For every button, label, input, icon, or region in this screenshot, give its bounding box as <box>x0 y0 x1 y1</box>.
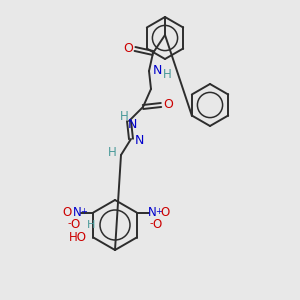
Text: N: N <box>152 64 162 77</box>
Text: -: - <box>150 218 153 229</box>
Text: N: N <box>134 134 144 148</box>
Text: +: + <box>155 207 162 216</box>
Text: H: H <box>108 146 116 160</box>
Text: H: H <box>163 68 171 80</box>
Text: H: H <box>120 110 128 122</box>
Text: +: + <box>80 207 87 216</box>
Text: O: O <box>63 206 72 219</box>
Text: N: N <box>127 118 137 130</box>
Text: O: O <box>160 206 169 219</box>
Text: -: - <box>68 218 71 229</box>
Text: HO: HO <box>69 231 87 244</box>
Text: O: O <box>71 218 80 231</box>
Text: O: O <box>123 43 133 56</box>
Text: O: O <box>152 218 161 231</box>
Text: N: N <box>148 206 157 219</box>
Text: N: N <box>73 206 82 219</box>
Text: O: O <box>163 98 173 112</box>
Text: H: H <box>87 220 95 230</box>
